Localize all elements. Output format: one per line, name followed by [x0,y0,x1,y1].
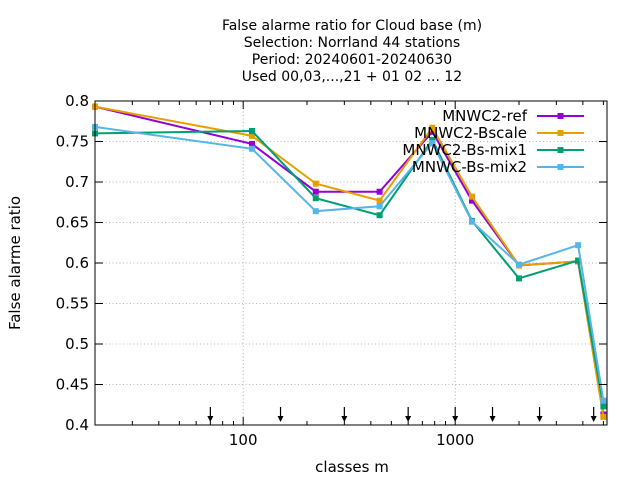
data-point [312,208,319,215]
y-tick-label: 0.55 [56,295,89,313]
x-tick-label: 100 [229,431,258,449]
axis-ticks: 0.4 0.45 0.5 0.55 0.6 0.65 0.7 0.75 0.8 100 1000 [56,92,607,449]
legend-label: MNWC2-ref [442,107,527,125]
legend-label: MNWC-Bs-mix2 [412,158,527,176]
arrow-marker-head [590,416,597,422]
legend-marker [557,147,564,153]
series-2 [92,127,607,410]
data-point [468,218,475,225]
data-point [575,242,582,249]
series-line [94,105,605,415]
title-line: False alarme ratio for Cloud base (m) [222,18,482,34]
data-point [376,188,383,195]
series-line [94,129,605,407]
x-tick-label: 1000 [436,431,474,449]
arrow-marker-head [341,416,348,422]
data-point [516,261,523,268]
data-point [516,275,523,282]
title-line: Used 00,03,...,21 + 01 02 ... 12 [242,69,462,85]
y-tick-label: 0.4 [65,416,89,434]
arrow-marker-head [207,416,214,422]
data-point [376,197,383,204]
data-point [468,193,475,200]
data-point [376,203,383,210]
data-point [312,195,319,202]
data-point [429,124,436,131]
arrow-marker-head [489,416,496,422]
data-point [248,132,255,139]
legend-marker [557,113,564,119]
series-lines [92,103,607,420]
legend-marker [557,130,564,136]
data-point [600,397,607,404]
y-tick-label: 0.8 [65,92,89,110]
y-tick-label: 0.45 [56,376,89,394]
arrow-marker-head [277,416,284,422]
data-point [312,188,319,195]
data-point [429,140,436,147]
data-point [429,136,436,143]
y-tick-label: 0.5 [65,335,89,353]
data-point [312,180,319,187]
data-point [468,197,475,204]
y-tick-label: 0.65 [56,214,89,232]
legend-marker [557,164,564,170]
data-point [376,212,383,219]
arrow-marker-head [536,416,543,422]
legend-label: MNWC2-Bscale [414,124,527,142]
data-point [575,257,582,264]
data-point [600,413,607,420]
y-tick-label: 0.6 [65,254,89,272]
data-point [248,145,255,152]
data-point [600,403,607,410]
legend: MNWC2-refMNWC2-BscaleMNWC2-Bs-mix1MNWC-B… [402,107,584,176]
y-tick-label: 0.75 [56,133,89,151]
y-tick-label: 0.7 [65,173,89,191]
arrow-marker-head [405,416,412,422]
data-point [429,128,436,135]
title-line: Period: 20240601-20240630 [252,52,452,68]
arrow-marker-head [452,416,459,422]
grid [95,100,607,426]
data-point [248,140,255,147]
chart-title: False alarme ratio for Cloud base (m)Sel… [222,18,482,85]
x-axis-label: classes m [315,458,389,476]
y-axis-label: False alarme ratio [6,196,24,330]
data-point [248,127,255,134]
series-line [94,125,605,401]
legend-label: MNWC2-Bs-mix1 [402,141,527,159]
arrow-markers [207,407,597,422]
title-line: Selection: Norrland 44 stations [244,35,460,51]
